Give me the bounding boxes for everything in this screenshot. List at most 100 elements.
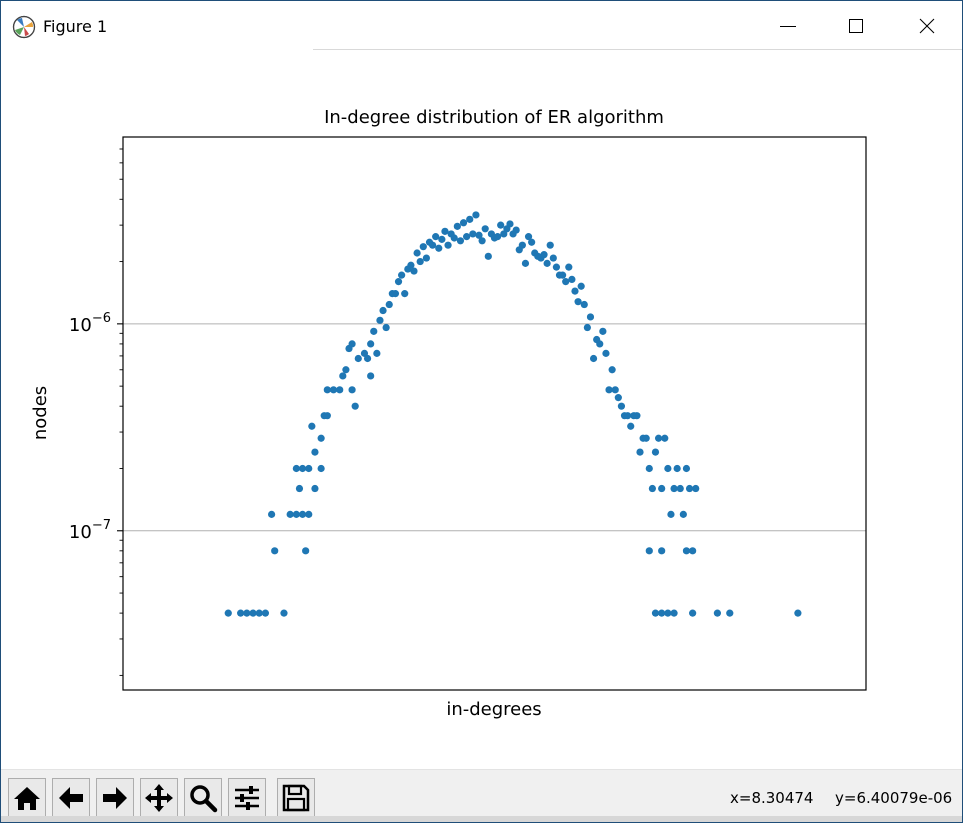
data-point (459, 219, 468, 227)
data-point (484, 252, 492, 260)
data-point (521, 259, 530, 267)
data-point (422, 254, 430, 262)
data-point (428, 241, 437, 249)
data-point (549, 254, 557, 262)
title-bar: Figure 1 (1, 1, 962, 51)
data-point (726, 609, 734, 617)
close-icon (919, 18, 935, 34)
save-icon (282, 784, 310, 812)
configure-subplots-button[interactable] (228, 778, 266, 818)
data-point (444, 241, 452, 249)
data-point (658, 609, 666, 617)
data-point (280, 609, 288, 617)
data-point (524, 233, 533, 241)
data-point (497, 221, 505, 229)
data-points (224, 211, 802, 617)
data-point (685, 484, 694, 493)
data-point (565, 263, 573, 271)
data-point (323, 412, 331, 420)
data-point (670, 609, 678, 617)
zoom-button[interactable] (184, 778, 222, 818)
data-point (692, 484, 700, 493)
data-point (670, 484, 678, 493)
data-point (394, 278, 403, 286)
close-button[interactable] (892, 1, 962, 51)
y-coordinate-readout: y=6.40079e-06 (835, 789, 953, 807)
data-point (391, 290, 400, 298)
data-point (599, 327, 607, 335)
data-point (370, 327, 378, 335)
data-point (794, 609, 802, 617)
data-point (354, 354, 362, 363)
data-point (329, 386, 338, 394)
data-point (463, 233, 471, 241)
data-point (642, 434, 650, 442)
data-point (311, 484, 319, 493)
forward-button[interactable] (96, 778, 134, 818)
y-axis-label: nodes (30, 386, 51, 440)
data-point (636, 448, 644, 456)
window-title: Figure 1 (43, 17, 108, 36)
data-point (608, 366, 616, 374)
data-point (376, 316, 384, 324)
data-point (286, 510, 294, 518)
data-point (308, 422, 316, 430)
data-point (317, 464, 325, 473)
maximize-button[interactable] (821, 1, 891, 51)
data-point (407, 261, 415, 269)
data-point (432, 233, 440, 241)
data-point (441, 227, 449, 235)
data-point (475, 231, 483, 239)
data-point (664, 609, 672, 617)
data-point (472, 211, 480, 219)
x-coordinate-readout: x=8.30474 (730, 789, 814, 807)
data-point (298, 510, 307, 518)
data-point (398, 271, 406, 279)
minimize-button[interactable] (753, 1, 823, 51)
data-point (255, 609, 263, 617)
data-point (559, 271, 567, 279)
data-point (367, 372, 375, 380)
data-point (596, 340, 604, 348)
chart-title: In-degree distribution of ER algorithm (324, 107, 664, 128)
scatter-chart: In-degree distribution of ER algorithm 1… (1, 51, 962, 769)
data-point (658, 484, 666, 493)
back-button[interactable] (52, 778, 90, 818)
data-point (568, 275, 576, 284)
home-button[interactable] (8, 778, 46, 818)
save-button[interactable] (277, 778, 315, 818)
data-point (373, 349, 381, 357)
data-point (571, 287, 579, 295)
data-point (311, 448, 319, 456)
zoom-icon (190, 785, 218, 813)
data-point (323, 386, 331, 394)
data-point (506, 220, 514, 228)
data-point (676, 484, 684, 493)
data-point (317, 434, 325, 442)
data-point (351, 402, 359, 410)
data-point (382, 323, 390, 332)
figure-canvas[interactable]: In-degree distribution of ER algorithm 1… (1, 51, 962, 769)
data-point (645, 547, 653, 555)
pan-icon (145, 784, 173, 812)
data-point (456, 237, 465, 245)
data-point (651, 448, 660, 456)
data-point (481, 225, 489, 233)
y-tick-label: 10−7 (69, 518, 111, 543)
data-point (493, 233, 502, 241)
pan-button[interactable] (140, 778, 178, 818)
data-point (450, 234, 458, 242)
data-point (682, 464, 691, 473)
data-point (224, 609, 232, 617)
data-point (605, 386, 613, 394)
data-point (419, 243, 427, 251)
data-point (292, 510, 300, 518)
data-point (295, 484, 304, 493)
data-point (679, 510, 687, 518)
data-point (611, 386, 619, 394)
data-point (664, 464, 672, 473)
data-point (469, 230, 477, 238)
data-point (689, 547, 697, 555)
data-point (528, 238, 536, 246)
